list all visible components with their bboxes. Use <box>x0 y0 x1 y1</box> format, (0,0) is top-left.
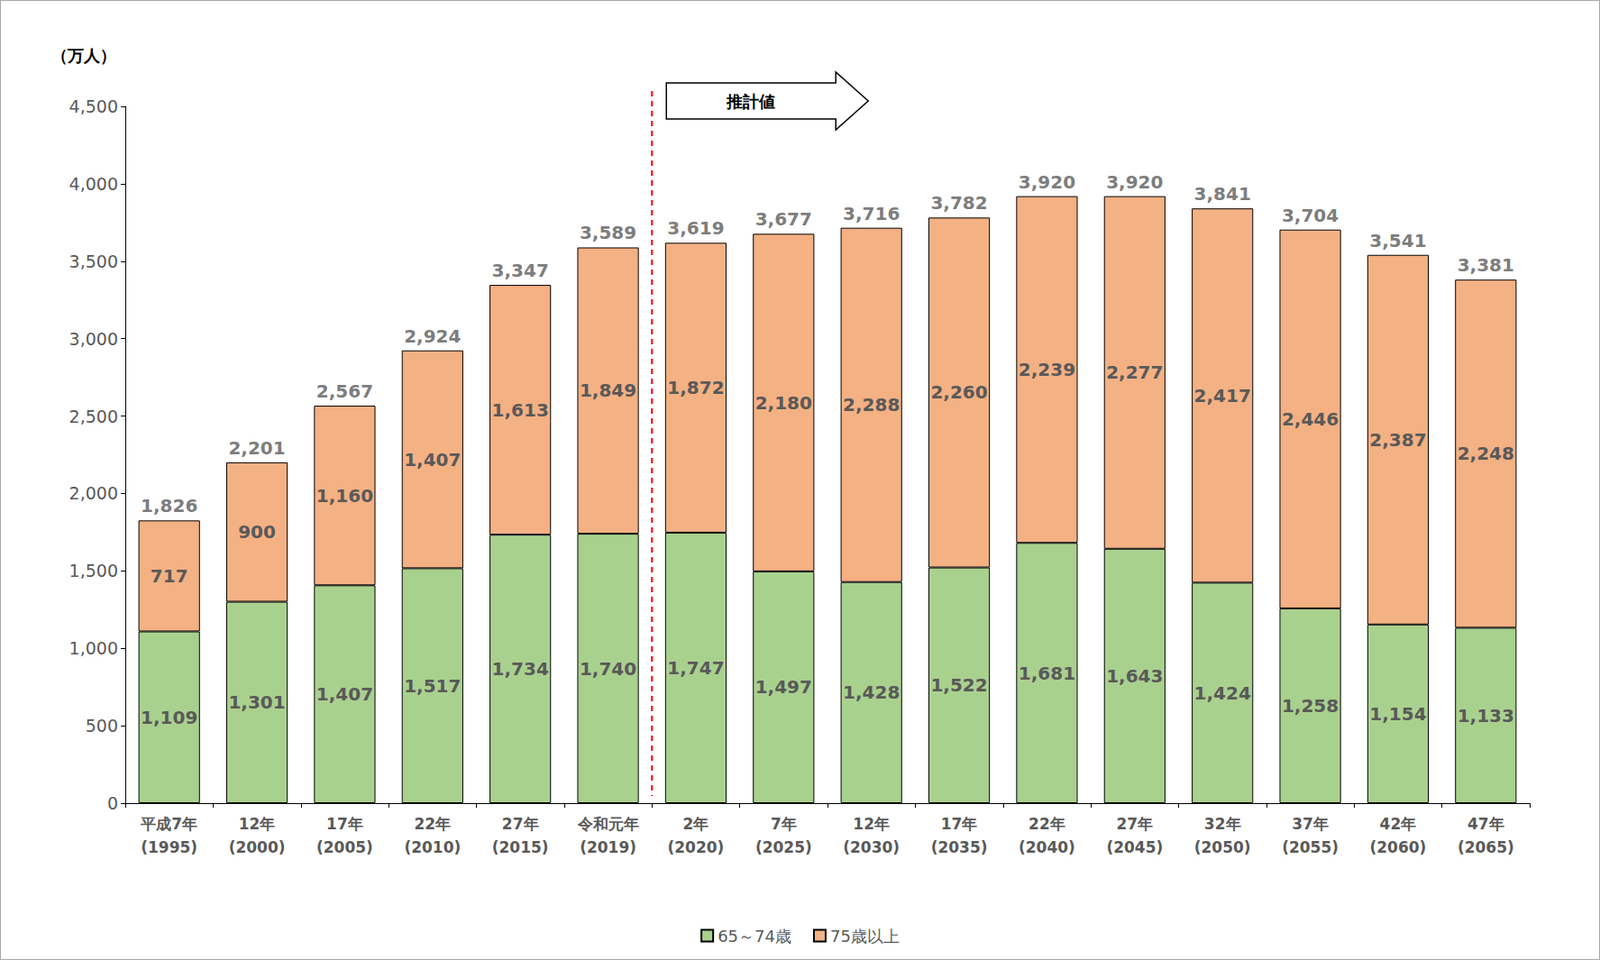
svg-text:(2030): (2030) <box>842 838 900 857</box>
svg-text:1,424: 1,424 <box>1194 682 1252 704</box>
svg-text:1,154: 1,154 <box>1369 703 1427 725</box>
svg-text:32年: 32年 <box>1204 814 1242 833</box>
svg-text:3,619: 3,619 <box>667 217 724 239</box>
svg-text:(2005): (2005) <box>316 838 374 857</box>
svg-text:1,407: 1,407 <box>316 683 374 705</box>
svg-text:1,734: 1,734 <box>492 658 549 680</box>
svg-text:3,782: 3,782 <box>930 192 988 214</box>
svg-text:1,681: 1,681 <box>1018 662 1076 685</box>
svg-text:37年: 37年 <box>1291 814 1329 833</box>
svg-text:3,920: 3,920 <box>1018 171 1076 193</box>
svg-text:900: 900 <box>237 521 276 543</box>
svg-text:1,160: 1,160 <box>316 484 374 507</box>
svg-text:1,133: 1,133 <box>1457 704 1515 727</box>
svg-text:令和元年: 令和元年 <box>576 814 640 833</box>
svg-text:2,417: 2,417 <box>1194 384 1252 407</box>
svg-text:1,301: 1,301 <box>228 691 285 714</box>
svg-text:3,920: 3,920 <box>1106 171 1163 193</box>
svg-text:1,849: 1,849 <box>579 379 637 402</box>
svg-text:1,872: 1,872 <box>667 376 724 399</box>
svg-text:12年: 12年 <box>852 814 890 833</box>
svg-text:(2060): (2060) <box>1370 838 1427 857</box>
svg-text:3,589: 3,589 <box>579 221 637 244</box>
svg-text:(2019): (2019) <box>579 838 637 857</box>
svg-text:42年: 42年 <box>1380 814 1418 833</box>
svg-text:0: 0 <box>107 793 119 814</box>
svg-text:2年: 2年 <box>683 814 710 833</box>
svg-text:3,677: 3,677 <box>755 208 813 230</box>
svg-text:1,517: 1,517 <box>403 675 461 697</box>
svg-text:27年: 27年 <box>502 814 540 833</box>
svg-text:3,541: 3,541 <box>1369 229 1427 252</box>
svg-text:平成7年: 平成7年 <box>139 814 198 833</box>
svg-text:(2045): (2045) <box>1106 838 1163 857</box>
svg-text:2,260: 2,260 <box>930 381 988 403</box>
svg-text:12年: 12年 <box>238 814 276 833</box>
svg-text:3,381: 3,381 <box>1457 254 1515 276</box>
svg-text:1,500: 1,500 <box>69 560 119 581</box>
svg-text:(2000): (2000) <box>228 838 286 857</box>
svg-text:65～74歳: 65～74歳 <box>717 926 792 946</box>
svg-text:(2020): (2020) <box>667 838 725 857</box>
svg-text:2,239: 2,239 <box>1018 358 1076 381</box>
svg-text:4,500: 4,500 <box>69 96 119 117</box>
svg-text:2,567: 2,567 <box>316 380 374 403</box>
svg-text:(2050): (2050) <box>1194 838 1252 857</box>
svg-text:3,347: 3,347 <box>492 259 549 282</box>
svg-text:(2065): (2065) <box>1457 838 1515 857</box>
svg-text:1,428: 1,428 <box>842 681 900 704</box>
svg-text:3,704: 3,704 <box>1281 204 1339 227</box>
svg-text:47年: 47年 <box>1467 814 1505 833</box>
svg-text:1,740: 1,740 <box>579 658 637 680</box>
svg-text:1,826: 1,826 <box>140 494 198 517</box>
svg-text:3,716: 3,716 <box>842 202 900 225</box>
svg-text:2,288: 2,288 <box>842 393 900 416</box>
svg-text:2,500: 2,500 <box>69 406 119 427</box>
svg-text:17年: 17年 <box>941 814 979 833</box>
svg-text:27年: 27年 <box>1115 814 1153 833</box>
svg-text:1,747: 1,747 <box>667 657 724 679</box>
svg-text:22年: 22年 <box>413 814 451 833</box>
svg-text:1,497: 1,497 <box>755 676 813 698</box>
svg-text:（万人）: （万人） <box>51 45 117 65</box>
svg-text:717: 717 <box>150 565 189 587</box>
svg-text:22年: 22年 <box>1028 814 1066 833</box>
svg-text:2,248: 2,248 <box>1457 442 1515 465</box>
svg-text:17年: 17年 <box>326 814 364 833</box>
svg-text:3,000: 3,000 <box>69 329 119 349</box>
svg-text:(1995): (1995) <box>140 838 198 857</box>
svg-text:2,000: 2,000 <box>69 483 119 503</box>
svg-text:2,387: 2,387 <box>1369 429 1427 451</box>
svg-text:3,500: 3,500 <box>69 251 119 272</box>
svg-text:2,180: 2,180 <box>755 392 813 414</box>
svg-text:1,109: 1,109 <box>140 706 198 729</box>
svg-text:(2040): (2040) <box>1018 838 1076 857</box>
svg-text:2,924: 2,924 <box>403 325 461 348</box>
svg-text:1,000: 1,000 <box>69 638 119 659</box>
svg-text:2,446: 2,446 <box>1281 408 1339 430</box>
svg-text:2,201: 2,201 <box>228 437 285 459</box>
svg-text:(2015): (2015) <box>492 838 549 857</box>
svg-text:1,613: 1,613 <box>492 399 549 421</box>
svg-text:(2010): (2010) <box>403 838 461 857</box>
svg-text:1,643: 1,643 <box>1106 665 1163 687</box>
svg-text:1,407: 1,407 <box>403 448 461 471</box>
svg-text:500: 500 <box>85 715 119 736</box>
svg-text:(2055): (2055) <box>1281 838 1339 857</box>
svg-text:2,277: 2,277 <box>1106 361 1163 384</box>
svg-text:75歳以上: 75歳以上 <box>830 926 900 946</box>
svg-text:3,841: 3,841 <box>1194 182 1252 205</box>
svg-text:1,258: 1,258 <box>1281 694 1339 717</box>
svg-text:4,000: 4,000 <box>69 173 119 194</box>
svg-text:1,522: 1,522 <box>930 674 988 696</box>
svg-text:7年: 7年 <box>770 814 797 833</box>
svg-text:推計値: 推計値 <box>725 91 776 111</box>
svg-text:(2025): (2025) <box>755 838 813 857</box>
svg-text:(2035): (2035) <box>931 838 988 857</box>
